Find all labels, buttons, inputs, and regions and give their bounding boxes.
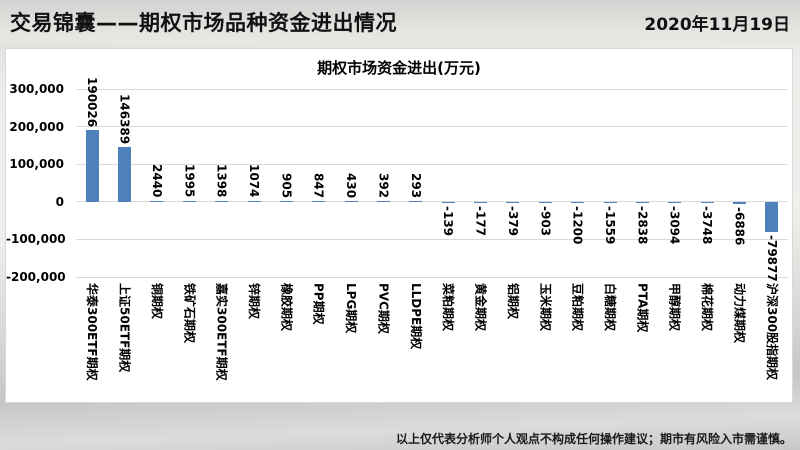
bar — [441, 201, 455, 203]
bar — [538, 201, 552, 203]
bar — [344, 200, 358, 202]
y-axis: 300,000 200,000 100,000 0 -100,000 -200,000 — [6, 49, 66, 402]
page-title: 交易锦囊——期权市场品种资金进出情况 — [10, 11, 397, 35]
bar-value-label: -1559 — [603, 205, 617, 245]
bar — [732, 201, 746, 205]
category-label: 动力煤期权 — [732, 283, 747, 344]
category-label: 甲醇期权 — [667, 283, 682, 332]
x-axis-labels: 华泰300ETF期权 上证50ETF期权 铜期权 铁矿石期权 嘉实300ETF期权 锌期权… — [76, 283, 788, 401]
bar-value-label: -3748 — [700, 206, 715, 245]
report-date: 2020年11月19日 — [644, 14, 790, 35]
category-label: 锌期权 — [247, 283, 261, 320]
bar — [635, 201, 649, 203]
category-label: 菜粕期权 — [441, 283, 456, 332]
category-label: PTA期权 — [635, 283, 650, 333]
gridline — [76, 126, 788, 128]
bar-value-label: -79877 — [764, 234, 779, 282]
gridline — [76, 238, 788, 240]
bar-value-label: 905 — [279, 172, 294, 198]
category-label: 白糖期权 — [603, 283, 617, 332]
category-label: 华泰300ETF期权 — [85, 283, 100, 381]
gridline — [76, 201, 788, 203]
bar-value-label: 293 — [408, 172, 423, 198]
bar-value-label: -1200 — [570, 205, 585, 245]
bar — [700, 201, 714, 204]
category-label: 铁矿石期权 — [182, 283, 197, 344]
bar — [376, 200, 390, 202]
category-label: PP期权 — [311, 283, 326, 325]
bar-value-label: 430 — [344, 172, 359, 198]
gridline — [76, 88, 788, 90]
bar-value-label: 190026 — [85, 77, 100, 128]
bar-value-label: 1398 — [214, 164, 229, 198]
bar — [506, 201, 520, 203]
gridline — [76, 276, 788, 278]
bar — [215, 200, 229, 202]
bar — [182, 200, 196, 202]
bar-value-label: 2440 — [149, 164, 164, 198]
bar-value-label: 1074 — [247, 164, 261, 198]
bar-value-label: -903 — [538, 205, 553, 236]
category-label: LLDPE期权 — [408, 283, 423, 350]
category-label: 铜期权 — [149, 283, 164, 320]
chart-panel: 期权市场资金进出(万元) 300,000 200,000 100,000 0 -100,… — [5, 48, 793, 403]
bar — [668, 201, 682, 203]
bar-value-label: 847 — [311, 172, 326, 198]
category-label: 黄金期权 — [473, 283, 488, 332]
bar — [409, 200, 423, 202]
y-tick-label: 300,000 — [9, 82, 64, 96]
gridline — [76, 163, 788, 165]
bar-value-label: -6886 — [732, 207, 747, 246]
bar — [603, 201, 617, 203]
bar — [312, 200, 326, 202]
category-label: 沪深300股指期权 — [764, 283, 779, 381]
y-tick-label: 0 — [55, 194, 64, 209]
bar — [765, 201, 779, 232]
bar-value-label: 392 — [376, 172, 391, 198]
y-tick-label: -100,000 — [6, 232, 66, 247]
slide-header: 交易锦囊——期权市场品种资金进出情况 2020年11月19日 — [0, 0, 800, 44]
bar — [571, 201, 585, 203]
category-label: 玉米期权 — [538, 283, 553, 332]
bar-value-label: -2838 — [635, 205, 650, 245]
category-label: 铝期权 — [505, 283, 520, 320]
category-label: 橡胶期权 — [279, 283, 294, 332]
bar-value-label: -139 — [441, 205, 456, 236]
bar-value-label: 1995 — [182, 164, 197, 198]
bar — [150, 200, 164, 202]
bar — [118, 146, 132, 202]
bar — [474, 201, 488, 203]
category-label: 上证50ETF期权 — [117, 283, 132, 373]
bar-value-label: 146389 — [117, 93, 132, 144]
bar — [247, 200, 261, 202]
y-tick-label: 200,000 — [9, 119, 64, 134]
category-label: LPG期权 — [344, 283, 359, 334]
chart-title: 期权市场资金进出(万元) — [317, 59, 481, 77]
category-label: 棉花期权 — [700, 283, 715, 332]
category-label: PVC期权 — [376, 283, 391, 334]
bar-value-label: -379 — [505, 205, 520, 236]
bar-value-label: -3094 — [667, 205, 682, 245]
plot-area: 190026 146389 2440 1995 1398 1074 905 847 430 392… — [76, 77, 788, 282]
bar — [85, 130, 99, 202]
disclaimer-text: 以上仅代表分析师个人观点不构成任何操作建议；期市有风险入市需谨慎。 — [395, 432, 792, 446]
y-tick-label: 100,000 — [9, 157, 64, 172]
y-tick-label: -200,000 — [6, 270, 66, 284]
bar-value-label: -177 — [473, 205, 488, 236]
category-label: 嘉实300ETF期权 — [214, 283, 229, 381]
category-label: 豆粕期权 — [570, 283, 585, 332]
bar — [279, 200, 293, 202]
